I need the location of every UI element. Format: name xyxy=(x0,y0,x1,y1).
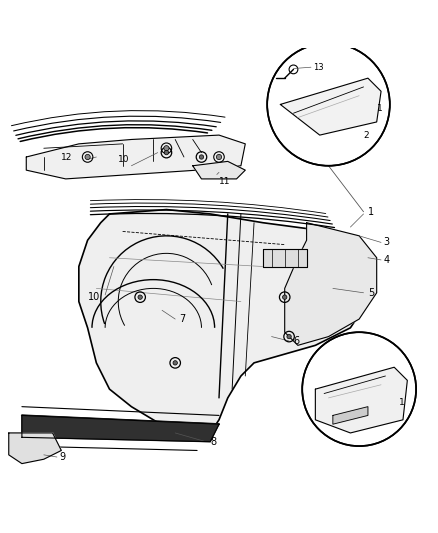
Circle shape xyxy=(283,295,287,300)
Text: 4: 4 xyxy=(383,255,389,265)
Text: 2: 2 xyxy=(364,131,369,140)
Text: 8: 8 xyxy=(210,437,216,447)
Text: 7: 7 xyxy=(180,314,186,324)
Text: 5: 5 xyxy=(368,288,374,298)
Text: 9: 9 xyxy=(59,452,65,462)
Text: 12: 12 xyxy=(61,154,73,163)
Text: 6: 6 xyxy=(293,336,300,346)
Polygon shape xyxy=(263,249,307,266)
Circle shape xyxy=(302,332,416,446)
Text: 1: 1 xyxy=(368,207,374,217)
Text: 3: 3 xyxy=(383,237,389,247)
Circle shape xyxy=(85,155,90,159)
Polygon shape xyxy=(280,78,381,135)
Polygon shape xyxy=(333,407,368,424)
Polygon shape xyxy=(26,135,245,179)
Circle shape xyxy=(287,334,291,339)
Polygon shape xyxy=(193,161,245,179)
Polygon shape xyxy=(22,415,219,442)
Polygon shape xyxy=(315,367,407,433)
Circle shape xyxy=(199,155,204,159)
Text: 13: 13 xyxy=(313,63,324,72)
Circle shape xyxy=(216,155,222,159)
Text: 11: 11 xyxy=(219,176,230,185)
Text: 1: 1 xyxy=(399,398,404,407)
Circle shape xyxy=(138,295,142,300)
Polygon shape xyxy=(9,433,61,464)
Circle shape xyxy=(164,150,169,155)
Circle shape xyxy=(173,361,177,365)
Text: 1: 1 xyxy=(377,104,382,114)
Circle shape xyxy=(164,146,169,151)
Circle shape xyxy=(267,43,390,166)
Text: 10: 10 xyxy=(118,155,130,164)
Polygon shape xyxy=(285,223,377,345)
Polygon shape xyxy=(79,209,368,433)
Text: 10: 10 xyxy=(88,292,100,302)
